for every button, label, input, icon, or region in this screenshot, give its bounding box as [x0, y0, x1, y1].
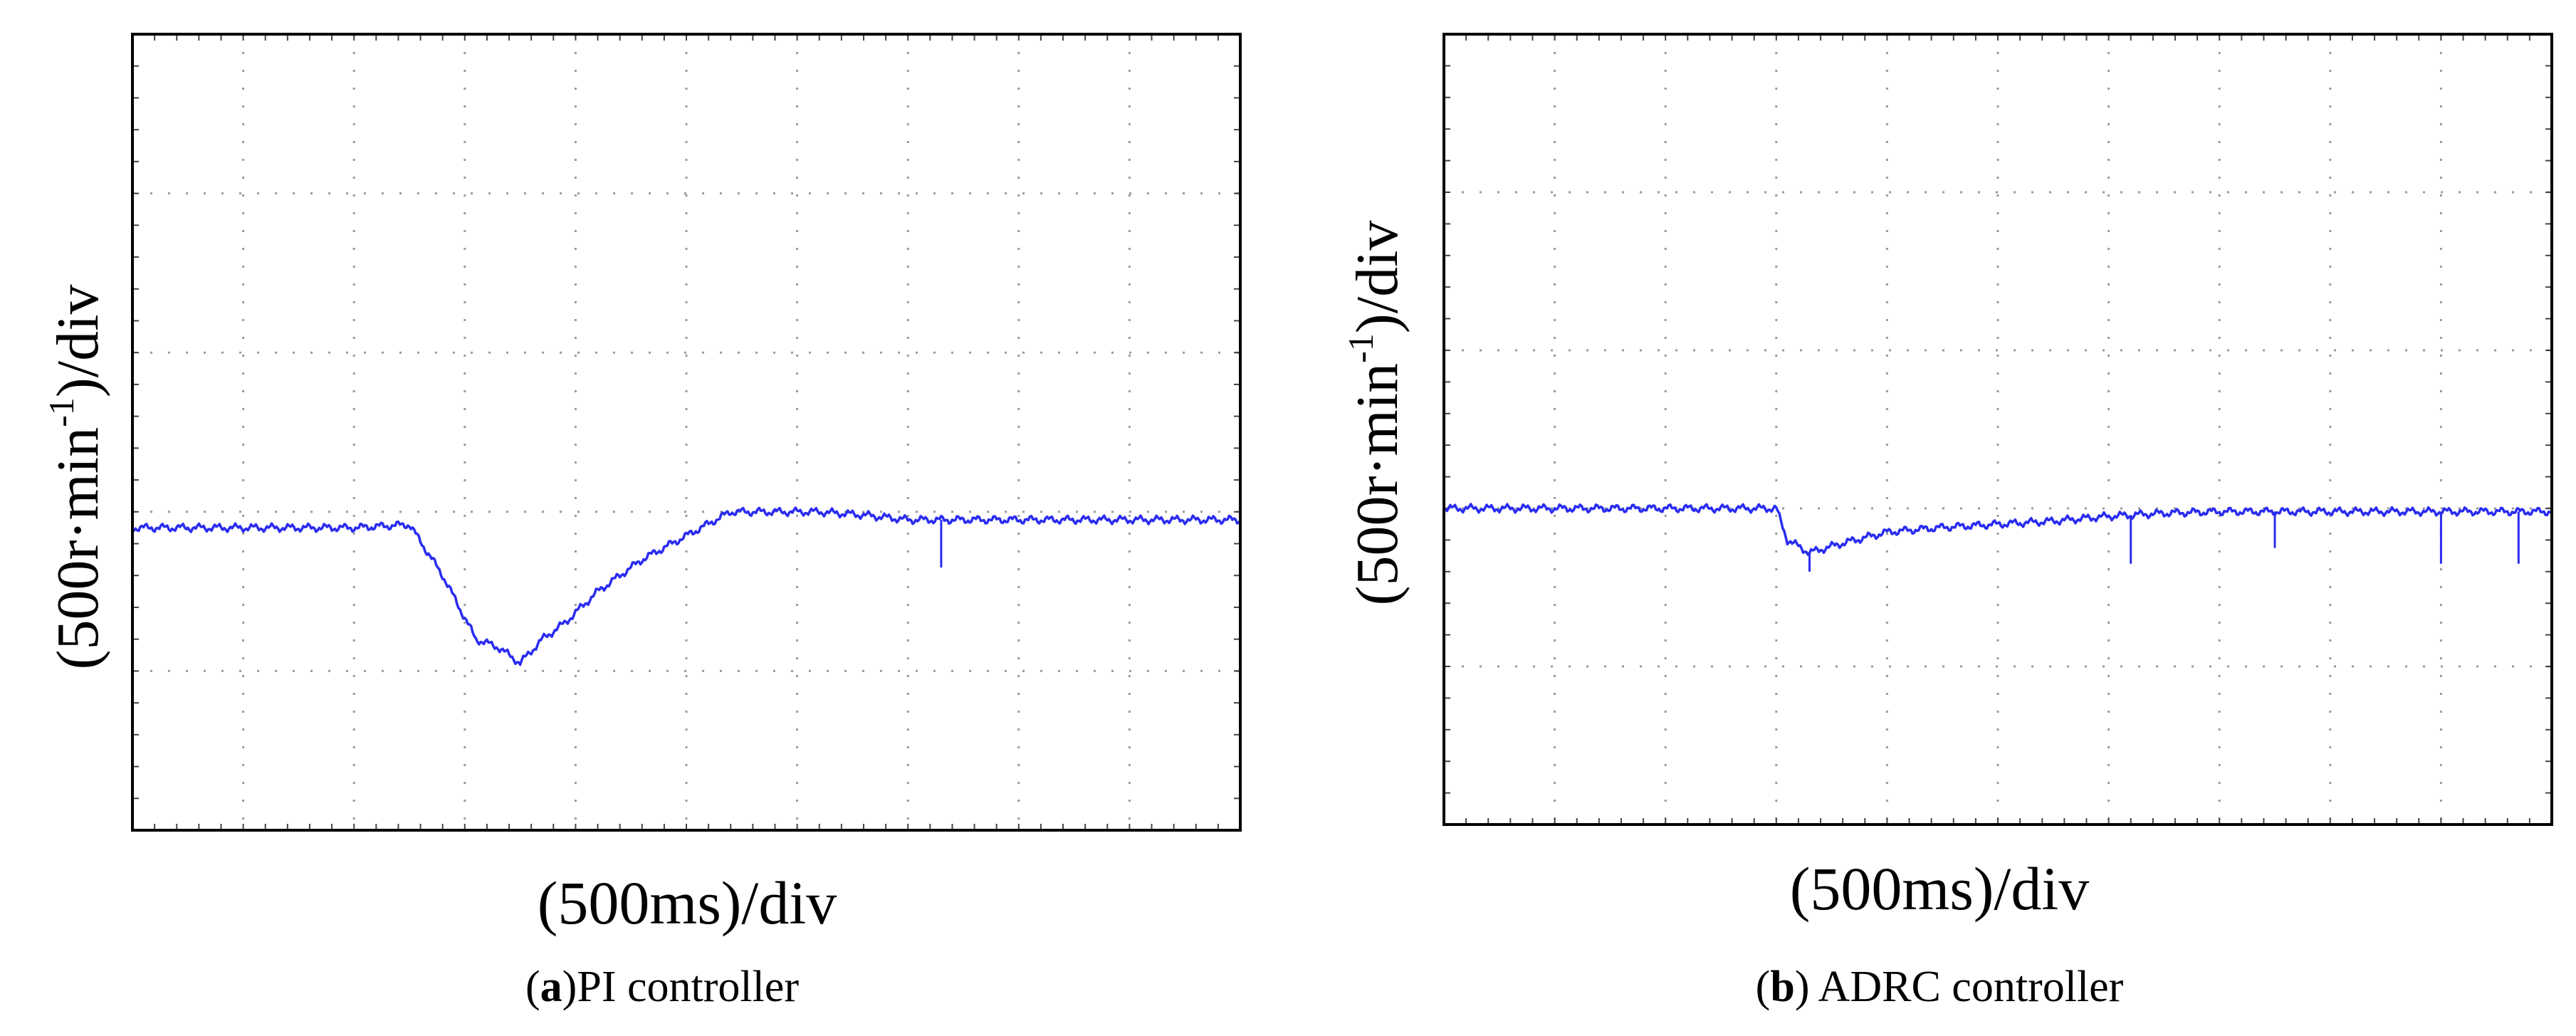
- plot-frame: [1443, 33, 2553, 826]
- panel-caption: (a)PI controller: [525, 963, 799, 1011]
- plot-area: [1443, 33, 2553, 826]
- panel-title: ADRC controller: [1809, 963, 2124, 1011]
- panel-letter: a: [540, 963, 562, 1011]
- speed-trace: [132, 506, 1242, 666]
- chart-panel-adrc: (500r·min-1)/div (500ms)/div (b) ADRC co…: [1288, 0, 2576, 1036]
- y-axis-label: (500r·min-1)/div: [41, 284, 111, 670]
- panel-caption: (b) ADRC controller: [1755, 963, 2124, 1011]
- speed-trace: [1443, 503, 2553, 556]
- plot-frame: [131, 33, 1242, 832]
- panel-title: PI controller: [577, 963, 799, 1011]
- chart-panel-pi: (500r·min-1)/div (500ms)/div (a)PI contr…: [41, 33, 1242, 1011]
- panel-letter: b: [1770, 963, 1795, 1011]
- x-axis-label: (500ms)/div: [537, 869, 837, 937]
- y-axis-label: (500r·min-1)/div: [1341, 220, 1410, 606]
- x-axis-label: (500ms)/div: [1789, 854, 2090, 923]
- plot-area: [131, 33, 1242, 832]
